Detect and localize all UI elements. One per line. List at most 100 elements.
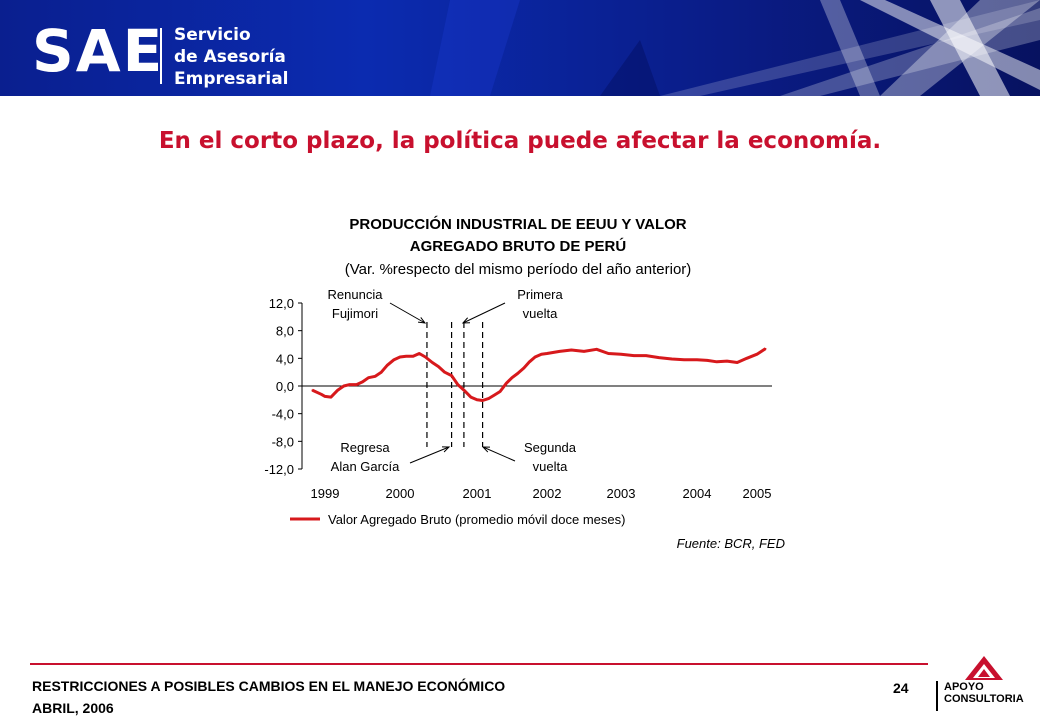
- page-number: 24: [893, 680, 909, 696]
- apoyo-bar: [936, 681, 938, 711]
- data-point: [380, 371, 383, 373]
- data-point: [412, 355, 414, 358]
- footer-divider: [30, 663, 928, 665]
- data-point: [399, 356, 401, 358]
- chart-title-line-2: AGREGADO BRUTO DE PERÚ: [410, 237, 626, 255]
- annotation-label: vuelta: [533, 459, 568, 474]
- data-point: [463, 389, 465, 391]
- sae-logo: SAE: [32, 17, 165, 85]
- data-point: [456, 383, 459, 386]
- x-tick-label: 2003: [607, 486, 636, 501]
- data-point: [570, 349, 573, 351]
- x-tick-label: 1999: [311, 486, 340, 501]
- series-line: [311, 347, 767, 402]
- data-point: [374, 375, 377, 378]
- data-point: [696, 358, 698, 361]
- x-tick-label: 2002: [533, 486, 562, 501]
- tagline-line-3: Empresarial: [174, 69, 289, 89]
- annotation-label: Segunda: [524, 440, 577, 455]
- annotation-arrowhead: [417, 317, 427, 324]
- data-point: [528, 360, 531, 363]
- annotation-label: Regresa: [340, 440, 390, 455]
- footer-text: RESTRICCIONES A POSIBLES CAMBIOS EN EL M…: [32, 675, 505, 719]
- data-point: [756, 353, 758, 355]
- x-tick-label: 2004: [683, 486, 712, 501]
- data-point: [311, 389, 314, 391]
- annotation-arrowhead: [461, 317, 471, 324]
- data-point: [671, 358, 673, 360]
- data-point: [470, 396, 472, 398]
- logo-divider: [160, 28, 162, 84]
- data-point: [607, 352, 610, 355]
- apoyo-triangle-icon: [965, 656, 1003, 680]
- data-point: [716, 360, 718, 363]
- data-point: [764, 347, 767, 350]
- annotation-label: Fujimori: [332, 306, 378, 321]
- data-point: [645, 354, 647, 357]
- data-point: [450, 374, 453, 377]
- y-tick-label: -8,0: [272, 434, 294, 449]
- data-point: [476, 399, 478, 401]
- apoyo-logo: APOYO CONSULTORIA: [936, 655, 1028, 715]
- data-point: [746, 357, 748, 360]
- data-point: [583, 350, 585, 353]
- data-point: [443, 371, 446, 373]
- data-point: [437, 365, 440, 368]
- x-tick-label: 2000: [386, 486, 415, 501]
- y-tick-label: -12,0: [264, 462, 294, 477]
- data-point: [405, 355, 407, 358]
- data-point: [324, 395, 326, 398]
- data-point: [418, 352, 421, 355]
- data-point: [726, 360, 728, 362]
- y-tick-label: 8,0: [276, 324, 294, 339]
- annotation-label: vuelta: [523, 306, 558, 321]
- annotation-arrowhead: [441, 446, 451, 453]
- data-point: [523, 367, 525, 369]
- data-point: [320, 393, 323, 396]
- annotation-label: Alan García: [331, 459, 400, 474]
- y-tick-label: 0,0: [276, 379, 294, 394]
- data-point: [540, 353, 543, 355]
- logo-tagline: Servicio de Asesoría Empresarial: [174, 24, 289, 90]
- tagline-line-2: de Asesoría: [174, 47, 286, 67]
- data-point: [633, 354, 635, 357]
- data-point: [511, 376, 513, 379]
- annotation-label: Renuncia: [328, 287, 384, 302]
- data-point: [493, 394, 496, 396]
- footer-subject: RESTRICCIONES A POSIBLES CAMBIOS EN EL M…: [32, 678, 506, 694]
- y-tick-label: 4,0: [276, 351, 294, 366]
- data-point: [620, 353, 622, 355]
- data-point: [505, 382, 508, 385]
- legend-label: Valor Agregado Bruto (promedio móvil doc…: [328, 512, 625, 527]
- data-point: [361, 381, 364, 383]
- annotation-arrow: [409, 446, 450, 464]
- annotation-arrow: [462, 302, 506, 324]
- data-point: [499, 390, 501, 393]
- y-tick-label: 12,0: [269, 296, 294, 311]
- data-point: [355, 383, 358, 386]
- data-point: [706, 359, 708, 362]
- data-point: [424, 356, 427, 358]
- annotation-arrowhead: [481, 446, 491, 453]
- data-point: [546, 352, 548, 355]
- data-point: [342, 385, 345, 387]
- apoyo-name: APOYO CONSULTORIA: [944, 681, 1024, 705]
- data-point: [658, 356, 660, 359]
- data-point: [534, 356, 536, 358]
- x-tick-label: 2001: [463, 486, 492, 501]
- data-point: [336, 389, 339, 391]
- data-point: [481, 399, 484, 402]
- banner-light-rays: [430, 0, 1040, 96]
- data-point: [393, 358, 395, 361]
- tagline-line-1: Servicio: [174, 25, 251, 45]
- slide-title: En el corto plazo, la política puede afe…: [158, 128, 882, 154]
- annotation-arrow: [482, 446, 516, 462]
- footer-date: ABRIL, 2006: [32, 700, 114, 716]
- data-point: [367, 376, 370, 379]
- header-banner: SAE Servicio de Asesoría Empresarial: [0, 0, 1040, 96]
- data-point: [558, 350, 561, 353]
- x-tick-label: 2005: [743, 486, 772, 501]
- y-tick-label: -4,0: [272, 407, 294, 422]
- data-point: [488, 397, 490, 400]
